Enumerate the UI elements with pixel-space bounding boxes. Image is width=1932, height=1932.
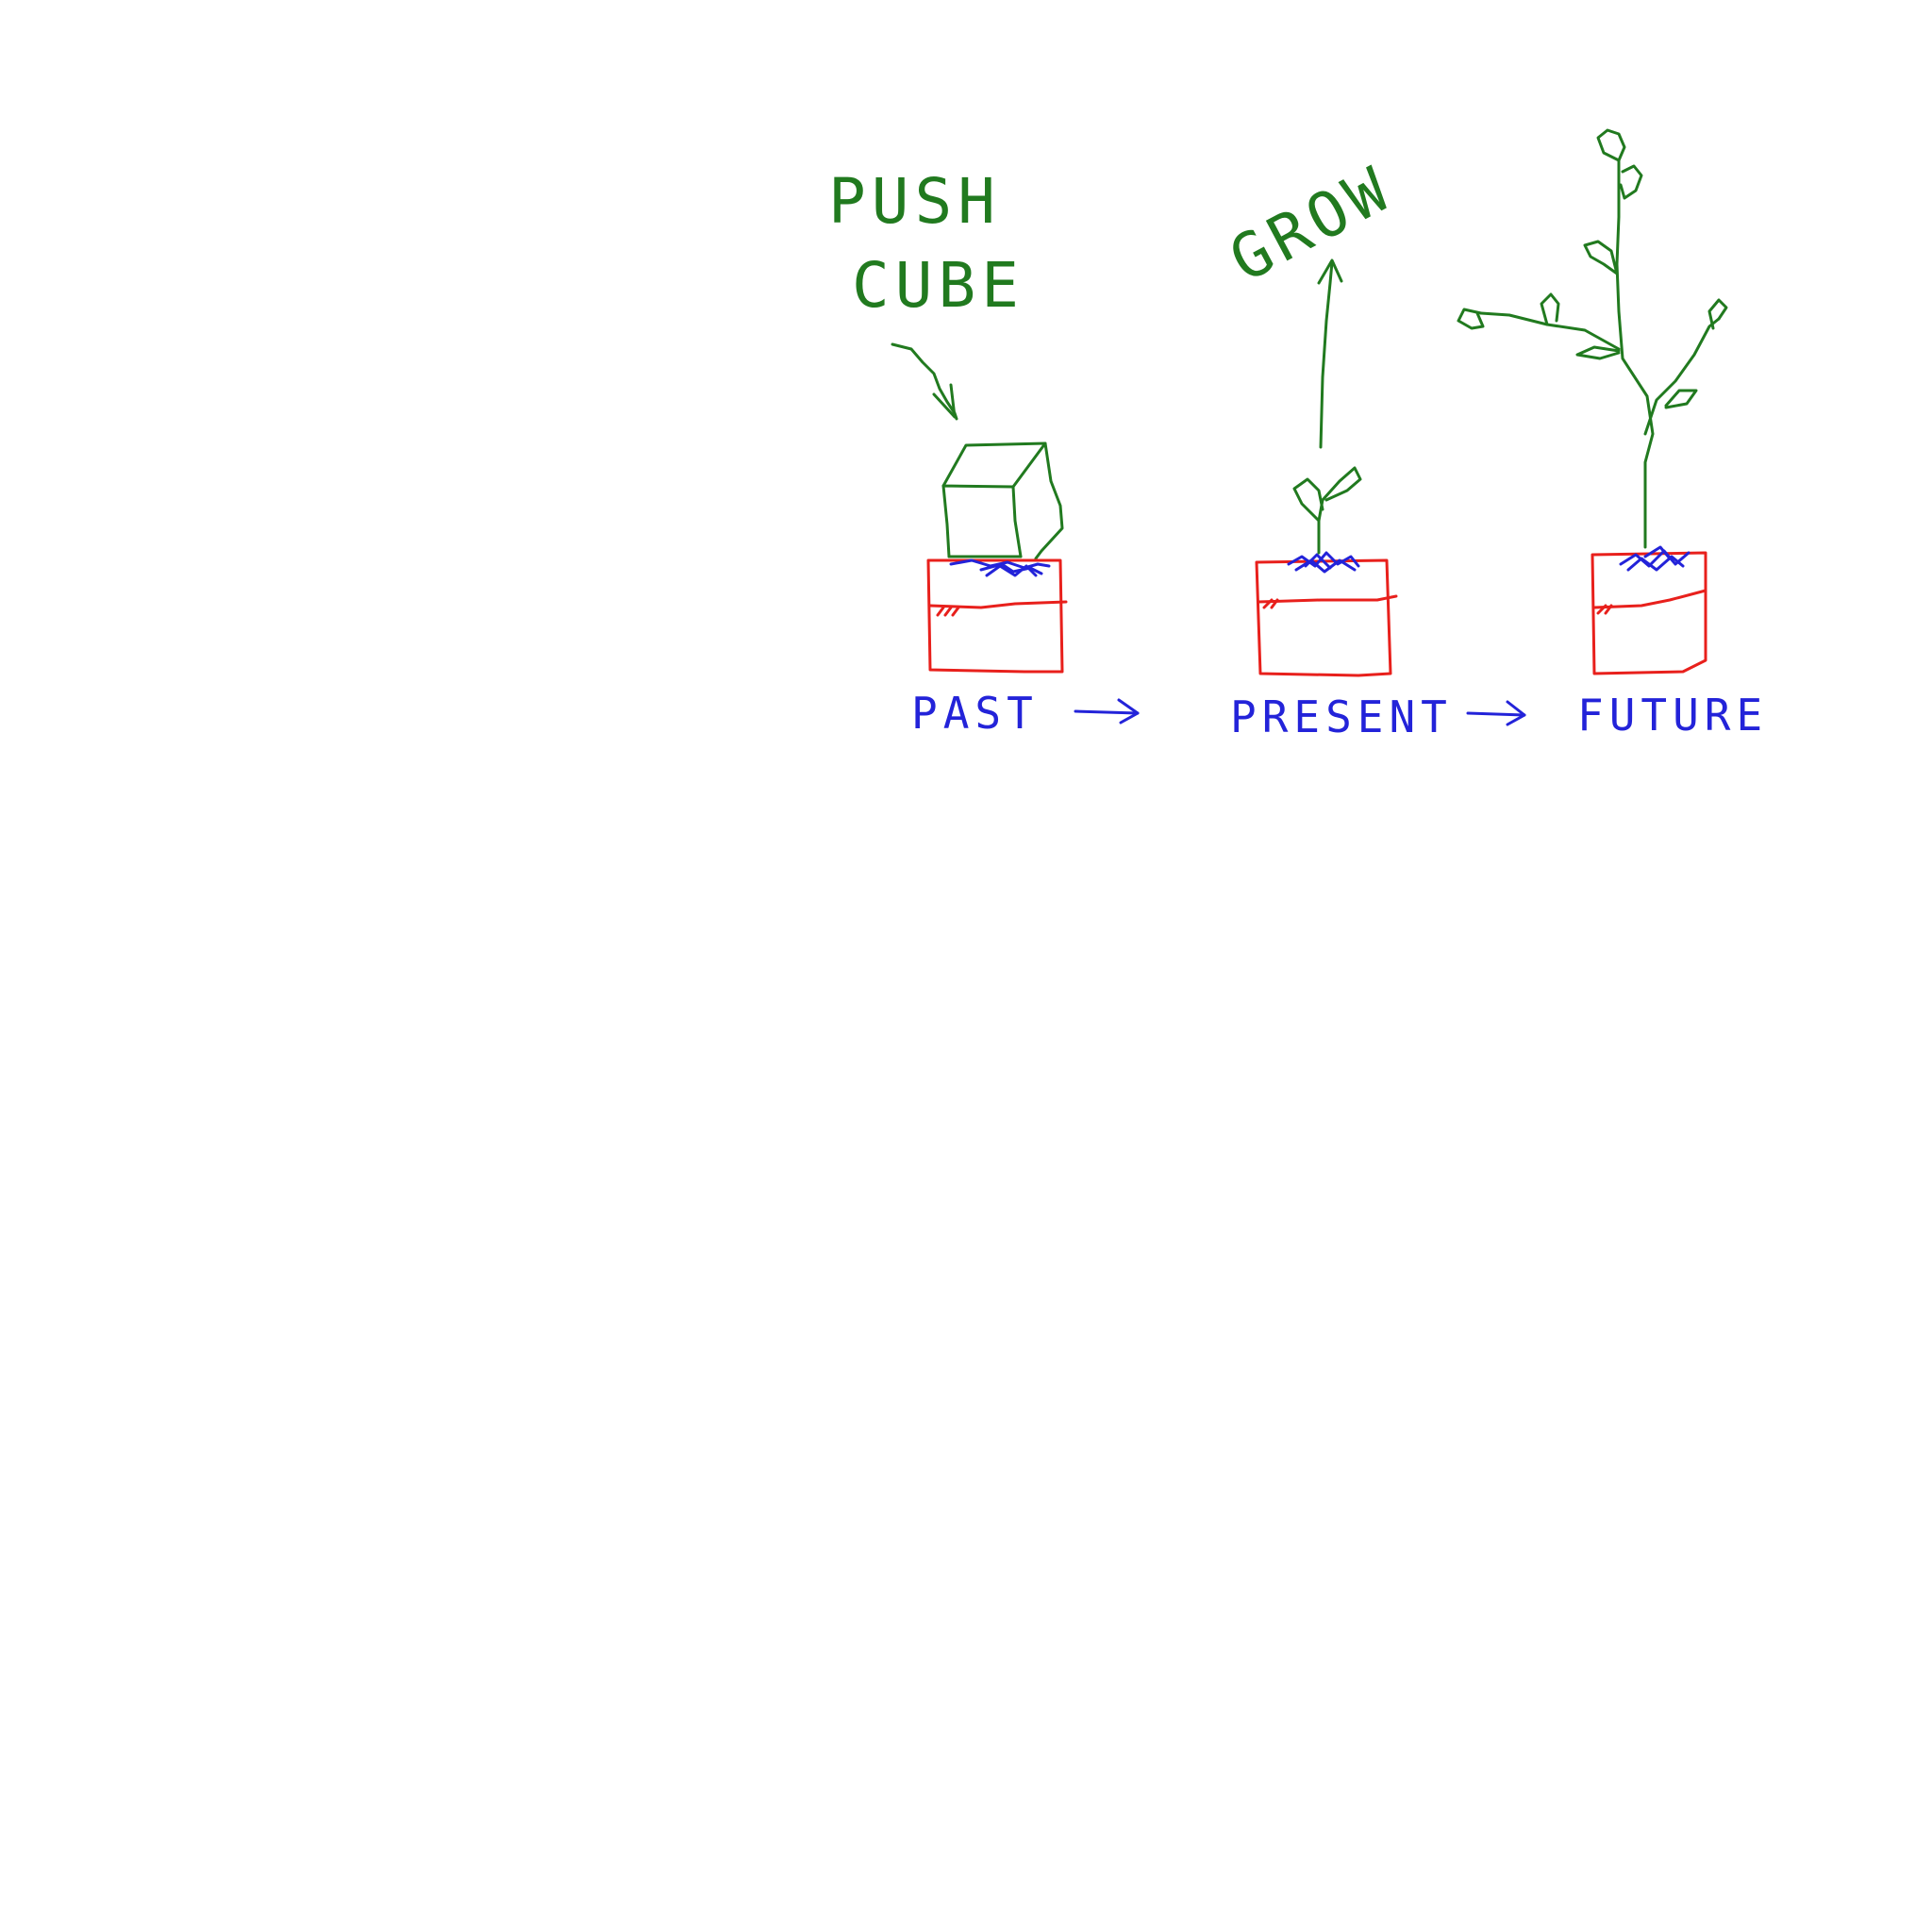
pot-present [1255,558,1398,677]
grow-arrow [1317,258,1343,449]
push-arrow [891,342,958,421]
soil-present [1287,551,1360,574]
sprout [1292,466,1362,555]
future-label: FUTURE [1577,690,1768,741]
soil-past [949,558,1051,577]
arrow-present-to-future[interactable] [1466,700,1526,726]
arrow-past-to-present[interactable] [1074,698,1140,724]
pot-future [1591,551,1707,675]
cube [941,441,1064,560]
grow-label: GROW [1218,151,1405,296]
pot-past [926,558,1068,674]
past-label: PAST [911,688,1039,739]
cube-label: CUBE [852,249,1024,322]
plant [1457,128,1728,549]
push-label: PUSH [828,165,1001,238]
present-label: PRESENT [1230,691,1453,742]
soil-future [1619,545,1690,572]
